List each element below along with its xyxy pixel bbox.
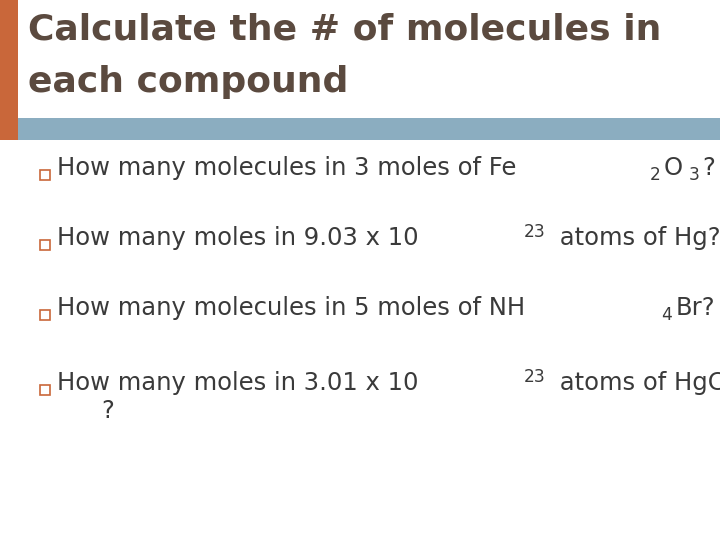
Text: How many moles in 9.03 x 10: How many moles in 9.03 x 10 xyxy=(57,226,419,250)
Text: How many moles in 3.01 x 10: How many moles in 3.01 x 10 xyxy=(57,371,418,395)
Text: 23: 23 xyxy=(523,223,546,241)
Bar xyxy=(40,385,50,395)
Bar xyxy=(0,118,720,140)
Text: 4: 4 xyxy=(661,306,672,324)
Text: 23: 23 xyxy=(523,368,545,386)
Bar xyxy=(40,170,50,180)
Text: ?: ? xyxy=(703,156,716,180)
Bar xyxy=(40,240,50,250)
Text: atoms of HgCl: atoms of HgCl xyxy=(552,371,720,395)
Text: How many molecules in 5 moles of NH: How many molecules in 5 moles of NH xyxy=(57,296,526,320)
Text: 2: 2 xyxy=(650,166,661,184)
Text: Calculate the # of molecules in: Calculate the # of molecules in xyxy=(28,12,662,46)
Text: 3: 3 xyxy=(688,166,699,184)
Text: each compound: each compound xyxy=(28,65,348,99)
Text: atoms of Hg?: atoms of Hg? xyxy=(552,226,720,250)
Text: ?: ? xyxy=(101,399,114,423)
Text: How many molecules in 3 moles of Fe: How many molecules in 3 moles of Fe xyxy=(57,156,516,180)
Bar xyxy=(0,0,18,140)
Bar xyxy=(40,310,50,320)
Text: O: O xyxy=(664,156,683,180)
Text: Br?: Br? xyxy=(675,296,715,320)
